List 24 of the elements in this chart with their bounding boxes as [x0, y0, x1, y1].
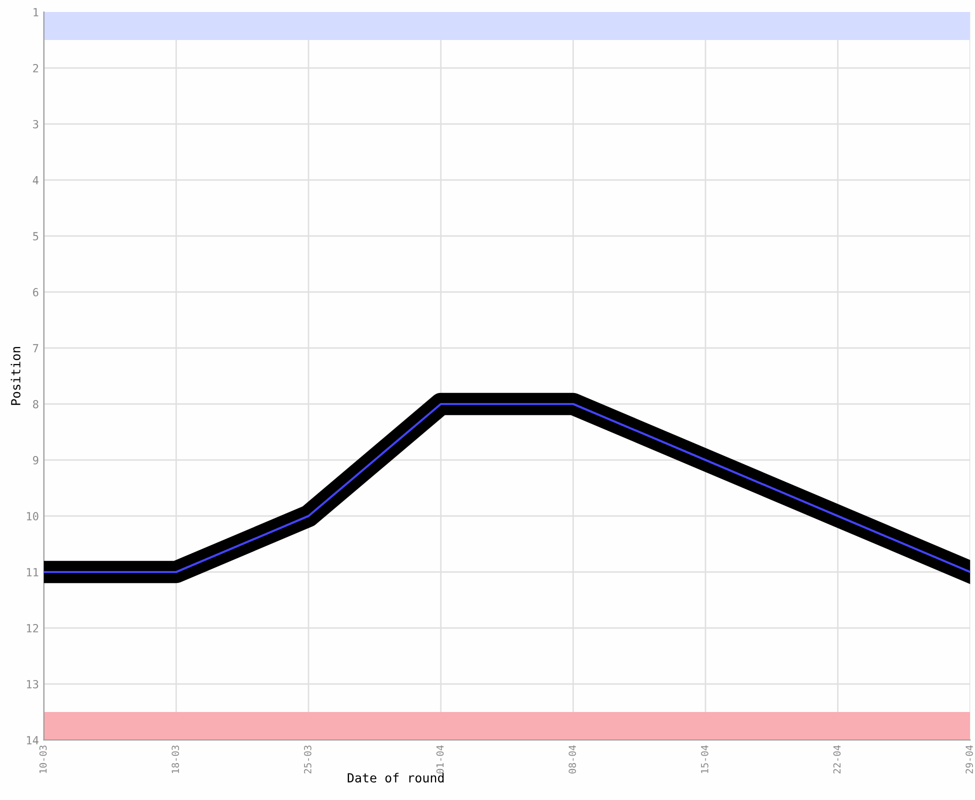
y-tick-label: 11 [26, 568, 38, 576]
x-tick-label: 22-04 [833, 745, 841, 774]
y-tick-label: 6 [33, 288, 38, 296]
y-tick-label: 13 [26, 680, 38, 688]
x-tick-label: 08-04 [568, 745, 576, 774]
x-tick-label: 15-04 [700, 745, 708, 773]
x-tick-label: 18-03 [172, 746, 180, 773]
y-tick-label: 3 [33, 120, 38, 128]
y-tick-label: 8 [33, 400, 38, 408]
y-axis-title: Position [10, 347, 20, 405]
y-tick-label: 10 [26, 512, 38, 520]
y-tick-label: 1 [34, 8, 38, 16]
x-tick-label: 25-03 [304, 746, 312, 774]
x-tick-label: 01-04 [436, 745, 444, 774]
y-tick-label: 7 [33, 344, 38, 352]
x-tick-label: 29-04 [966, 745, 973, 774]
y-tick-label: 9 [33, 456, 38, 464]
y-tick-label: 2 [33, 64, 38, 72]
x-tick-label: 10-03 [39, 746, 47, 773]
y-tick-label: 12 [26, 624, 38, 632]
y-tick-label: 5 [33, 232, 38, 240]
y-tick-label: 14 [26, 736, 38, 744]
y-tick-label: 4 [32, 176, 38, 184]
x-axis-title: Date of round [348, 772, 444, 782]
